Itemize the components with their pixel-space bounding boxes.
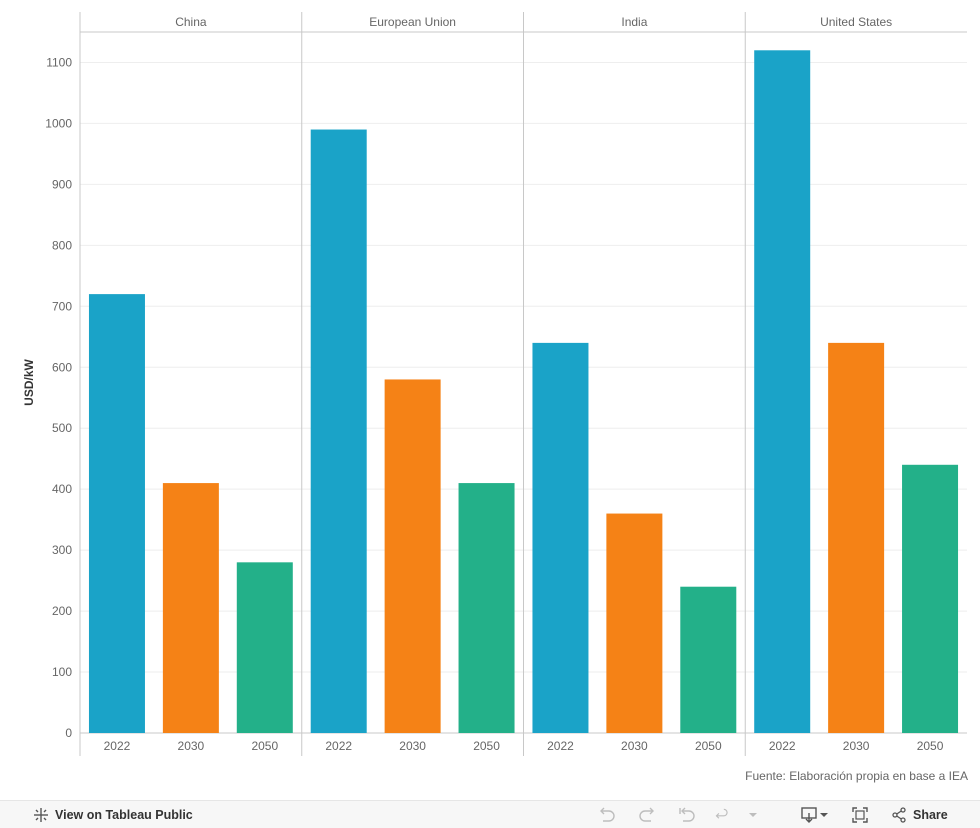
bar-united-states-2022 <box>754 50 811 733</box>
x-tick-label: 2030 <box>399 739 426 753</box>
bar-india-2050 <box>680 586 737 733</box>
undo-button[interactable] <box>598 801 616 828</box>
bar-chart: 0 100 200 300 400 500 600 700 800 900 1000 1100 USD/… <box>22 12 967 756</box>
share-button[interactable]: Share <box>890 801 948 828</box>
y-tick-label: 700 <box>52 299 72 313</box>
fullscreen-button[interactable] <box>851 801 869 828</box>
view-on-tableau-label: View on Tableau Public <box>55 807 193 822</box>
undo-icon <box>598 806 616 824</box>
y-tick-label: 800 <box>52 238 72 252</box>
bar-european-union-2022 <box>310 129 367 733</box>
refresh-icon <box>714 806 732 824</box>
fullscreen-icon <box>851 806 869 824</box>
panel-header: European Union <box>369 15 456 29</box>
x-tick-label: 2030 <box>621 739 648 753</box>
bar-china-2030 <box>162 483 219 733</box>
tableau-icon <box>32 806 50 824</box>
bar-china-2050 <box>236 562 293 733</box>
panel-header: India <box>621 15 647 29</box>
x-tick-label: 2022 <box>325 739 352 753</box>
bar-india-2022 <box>532 342 589 733</box>
panel-header: China <box>175 15 207 29</box>
redo-button[interactable] <box>638 801 656 828</box>
x-tick-label: 2022 <box>769 739 796 753</box>
y-tick-label: 0 <box>65 726 72 740</box>
bar-european-union-2030 <box>384 379 441 733</box>
revert-button[interactable] <box>678 801 696 828</box>
download-button[interactable] <box>800 801 830 828</box>
y-tick-label: 300 <box>52 543 72 557</box>
y-tick-label: 500 <box>52 421 72 435</box>
view-on-tableau-button[interactable]: View on Tableau Public <box>32 801 193 828</box>
y-tick-label: 900 <box>52 177 72 191</box>
share-label: Share <box>913 807 948 822</box>
revert-icon <box>678 806 696 824</box>
y-axis-title: USD/kW <box>22 358 36 405</box>
bar-european-union-2050 <box>458 483 515 733</box>
share-icon <box>890 806 908 824</box>
panel-header: United States <box>820 15 892 29</box>
source-note: Fuente: Elaboración propia en base a IEA <box>745 769 968 783</box>
bar-united-states-2050 <box>902 464 959 733</box>
chevron-down-icon <box>744 806 762 824</box>
y-tick-label: 100 <box>52 665 72 679</box>
x-tick-label: 2030 <box>843 739 870 753</box>
y-tick-label: 1100 <box>46 55 72 69</box>
refresh-button[interactable] <box>714 801 732 828</box>
chevron-down-icon <box>818 806 830 824</box>
x-tick-label: 2050 <box>473 739 500 753</box>
pause-dropdown[interactable] <box>744 801 762 828</box>
bar-united-states-2030 <box>828 342 885 733</box>
y-tick-label: 600 <box>52 360 72 374</box>
y-tick-label: 200 <box>52 604 72 618</box>
x-tick-label: 2022 <box>547 739 574 753</box>
download-icon <box>800 806 818 824</box>
y-tick-label: 400 <box>52 482 72 496</box>
x-tick-label: 2050 <box>695 739 722 753</box>
x-tick-label: 2050 <box>251 739 278 753</box>
x-tick-label: 2050 <box>917 739 944 753</box>
x-tick-label: 2030 <box>178 739 205 753</box>
bar-india-2030 <box>606 513 663 733</box>
redo-icon <box>638 806 656 824</box>
y-tick-label: 1000 <box>45 116 72 130</box>
tableau-toolbar: View on Tableau Public <box>0 800 980 828</box>
bar-china-2022 <box>88 294 145 733</box>
x-tick-label: 2022 <box>104 739 131 753</box>
